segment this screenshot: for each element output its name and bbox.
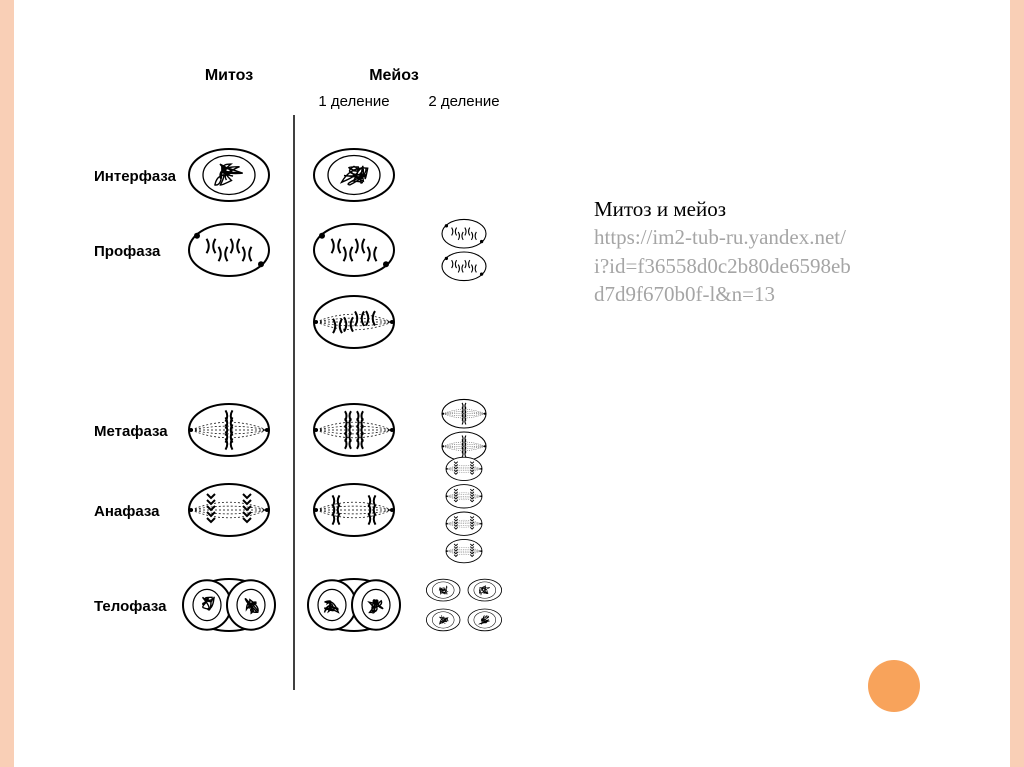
slide-accent-right <box>1010 0 1024 767</box>
svg-text:Телофаза: Телофаза <box>94 598 167 615</box>
svg-text:Анафаза: Анафаза <box>94 503 160 520</box>
slide-accent-left <box>0 0 14 767</box>
svg-text:Мейоз: Мейоз <box>369 67 419 84</box>
slide-content: Митоз и мейоз https://im2-tub-ru.yandex.… <box>14 0 1010 767</box>
svg-text:Профаза: Профаза <box>94 243 161 260</box>
svg-text:1 деление: 1 деление <box>318 93 389 110</box>
caption-title: Митоз и мейоз <box>594 195 854 223</box>
caption-block: Митоз и мейоз https://im2-tub-ru.yandex.… <box>594 195 854 308</box>
svg-text:Митоз: Митоз <box>205 67 253 84</box>
decor-circle <box>868 660 920 712</box>
svg-text:2 деление: 2 деление <box>428 93 499 110</box>
mitosis-meiosis-diagram: Митоз Мейоз 1 деление 2 деление Интерфаза Про… <box>74 50 554 690</box>
caption-url: https://im2-tub-ru.yandex.net/i?id=f3655… <box>594 223 854 308</box>
svg-text:Метафаза: Метафаза <box>94 423 168 440</box>
svg-text:Интерфаза: Интерфаза <box>94 168 177 185</box>
